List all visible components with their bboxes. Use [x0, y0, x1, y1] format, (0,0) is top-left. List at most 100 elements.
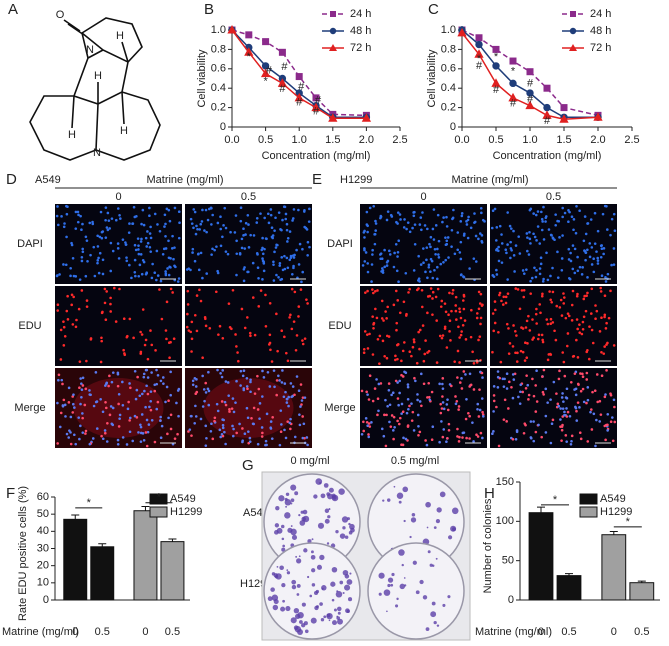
colony	[285, 492, 290, 497]
cell	[139, 425, 143, 429]
legend-marker	[570, 11, 576, 17]
cell	[145, 245, 149, 248]
cell	[590, 328, 594, 332]
cell	[146, 241, 150, 245]
annotation: #	[527, 94, 534, 106]
cell	[101, 272, 105, 276]
cell	[366, 393, 369, 396]
cell	[592, 412, 596, 416]
cell	[598, 420, 601, 423]
cell	[467, 215, 470, 219]
cell	[505, 372, 509, 376]
cell	[545, 251, 548, 255]
cell	[273, 229, 276, 232]
legend-symbol	[569, 27, 577, 35]
cell	[385, 413, 388, 417]
cell	[549, 352, 552, 356]
cell	[499, 360, 503, 364]
cell	[162, 247, 166, 251]
cell	[534, 410, 538, 413]
cell	[84, 429, 88, 433]
cell	[476, 435, 480, 438]
cell	[490, 226, 494, 230]
marker	[475, 40, 483, 49]
cell	[420, 228, 423, 232]
cell	[588, 242, 592, 245]
cell	[75, 318, 78, 322]
cell	[396, 343, 400, 346]
cell	[297, 315, 300, 318]
cell	[142, 260, 146, 264]
cell	[200, 220, 204, 223]
marker	[542, 110, 552, 119]
cell	[391, 391, 395, 395]
cell	[429, 245, 432, 249]
cell	[84, 235, 88, 239]
cell	[599, 413, 603, 416]
cell	[532, 212, 535, 215]
cell	[401, 375, 405, 378]
y-tick-label: 1.0	[441, 24, 456, 36]
cell	[537, 423, 540, 427]
cell	[280, 381, 284, 384]
cell	[194, 404, 197, 408]
error-bar	[565, 573, 573, 576]
cell	[66, 294, 69, 298]
cell	[387, 335, 391, 338]
cell	[492, 399, 496, 403]
marker	[361, 113, 372, 122]
cell	[535, 269, 538, 272]
annotation: #	[493, 84, 500, 96]
cell	[578, 265, 582, 269]
cell	[63, 403, 67, 407]
cell	[80, 259, 84, 263]
cell	[239, 219, 243, 223]
cell	[281, 218, 284, 222]
legend-label: H1299	[170, 506, 202, 518]
cell	[468, 437, 471, 440]
cell	[142, 375, 146, 379]
cell	[56, 223, 60, 227]
error-bar	[637, 580, 646, 583]
cell	[416, 413, 420, 417]
cell	[284, 390, 287, 394]
cell	[454, 304, 458, 307]
cell	[567, 314, 571, 318]
cell	[602, 252, 605, 256]
cell	[366, 347, 370, 350]
cell	[441, 220, 444, 224]
cell	[135, 388, 139, 392]
colony	[284, 499, 292, 506]
y-tick-label: 0.8	[211, 43, 226, 55]
cell	[58, 273, 61, 276]
cell	[164, 222, 167, 226]
colony	[319, 554, 325, 561]
colony	[436, 507, 442, 513]
cell	[556, 250, 559, 254]
cell	[68, 429, 71, 432]
cell	[494, 308, 497, 312]
cell	[458, 336, 461, 339]
cell	[286, 236, 290, 240]
cell	[111, 371, 115, 374]
cell	[177, 277, 181, 280]
cell	[116, 442, 120, 446]
cell	[396, 222, 399, 225]
cell	[109, 241, 113, 245]
bar	[63, 518, 88, 601]
cell	[251, 261, 255, 265]
cell	[408, 287, 411, 291]
cell	[549, 317, 553, 321]
cell	[172, 257, 175, 261]
marker	[295, 73, 303, 81]
y-tick-label: 0.6	[441, 63, 456, 75]
cell	[84, 274, 88, 278]
cell	[446, 408, 450, 412]
cell	[528, 329, 532, 332]
cell	[251, 422, 255, 426]
cell	[262, 269, 266, 273]
cell	[395, 269, 399, 273]
cell	[134, 397, 138, 401]
colony	[451, 507, 459, 515]
cell	[292, 208, 296, 211]
